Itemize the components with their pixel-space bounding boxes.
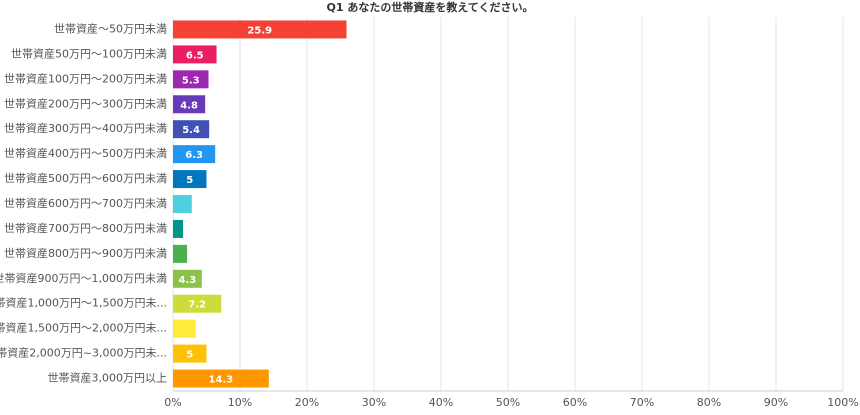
value-label: 5	[186, 350, 193, 361]
y-tick-label: 世帯資産～50万円未満	[54, 22, 167, 35]
bar	[173, 45, 217, 64]
value-label: 6.5	[186, 50, 204, 61]
value-label: 25.9	[247, 25, 272, 36]
value-label: 4.8	[180, 100, 198, 111]
y-tick-label: 世帯資産400万円～500万円未満	[4, 147, 167, 160]
x-tick-label: 80%	[697, 396, 721, 409]
y-tick-label: 世帯資産300万円～400万円未満	[4, 122, 167, 135]
bar	[173, 120, 210, 139]
bar	[173, 294, 222, 313]
y-tick-label: 世帯資産100万円～200万円未満	[4, 72, 167, 85]
x-tick-label: 60%	[563, 396, 587, 409]
bar	[173, 20, 347, 39]
x-tick-label: 70%	[630, 396, 654, 409]
y-tick-label: 世帯資産800万円～900万円未満	[4, 247, 167, 260]
y-tick-label: 世帯資産2,000万円~3,000万円未...	[0, 347, 167, 360]
y-tick-label: 世帯資産600万円～700万円未満	[4, 197, 167, 210]
bar	[173, 95, 206, 114]
x-tick-label: 30%	[362, 396, 386, 409]
value-label: 14.3	[209, 375, 234, 386]
bar	[173, 170, 207, 189]
value-label: 4.3	[179, 275, 197, 286]
y-tick-label: 世帯資産1,000万円～1,500万円未...	[0, 297, 167, 310]
bar	[173, 269, 202, 288]
x-tick-label: 0%	[164, 396, 181, 409]
y-tick-label: 世帯資産1,500万円～2,000万円未...	[0, 322, 167, 335]
x-tick-label: 20%	[295, 396, 319, 409]
value-label: 6.3	[185, 150, 203, 161]
x-tick-label: 90%	[764, 396, 788, 409]
value-label: 7.2	[188, 300, 206, 311]
bar	[173, 195, 192, 213]
x-tick-label: 40%	[429, 396, 453, 409]
x-tick-label: 50%	[496, 396, 520, 409]
bar	[173, 344, 207, 363]
y-tick-label: 世帯資産900万円～1,000万円未満	[0, 272, 167, 285]
x-tick-label: 100%	[827, 396, 858, 409]
value-label: 5.3	[182, 75, 200, 86]
bar	[173, 219, 184, 238]
chart-title: Q1 あなたの世帯資産を教えてください。	[327, 0, 534, 14]
value-label: 5.4	[182, 125, 200, 136]
bar	[173, 369, 269, 388]
y-tick-label: 世帯資産3,000万円以上	[48, 372, 168, 385]
value-label: 5	[186, 175, 193, 186]
x-tick-label: 10%	[228, 396, 252, 409]
y-tick-label: 世帯資産50万円～100万円未満	[11, 47, 167, 60]
bar	[173, 244, 188, 263]
bar	[173, 145, 216, 164]
y-tick-label: 世帯資産500万円～600万円未満	[4, 172, 167, 185]
y-tick-label: 世帯資産700万円～800万円未満	[4, 222, 167, 235]
bar	[173, 319, 196, 338]
y-tick-label: 世帯資産200万円～300万円未満	[4, 97, 167, 110]
bar	[173, 70, 209, 89]
